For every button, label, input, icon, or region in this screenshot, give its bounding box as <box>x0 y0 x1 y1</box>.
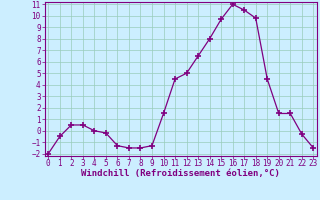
X-axis label: Windchill (Refroidissement éolien,°C): Windchill (Refroidissement éolien,°C) <box>81 169 280 178</box>
